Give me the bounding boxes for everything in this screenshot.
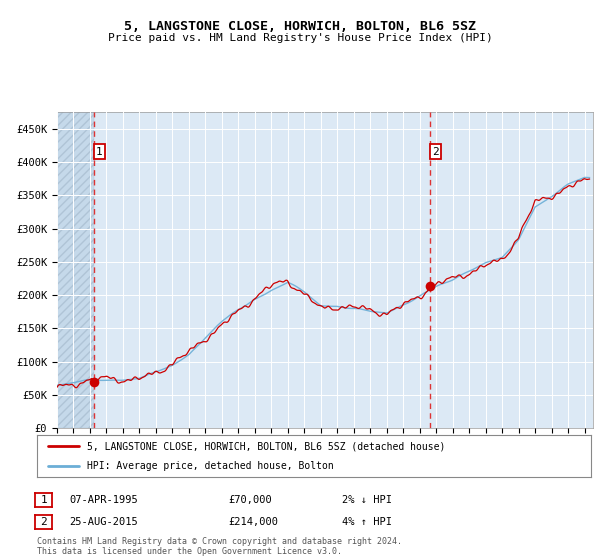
Text: HPI: Average price, detached house, Bolton: HPI: Average price, detached house, Bolt… bbox=[87, 461, 334, 471]
Text: Contains HM Land Registry data © Crown copyright and database right 2024.: Contains HM Land Registry data © Crown c… bbox=[37, 537, 402, 546]
Text: 4% ↑ HPI: 4% ↑ HPI bbox=[342, 517, 392, 527]
Bar bbox=[57, 112, 94, 428]
Text: This data is licensed under the Open Government Licence v3.0.: This data is licensed under the Open Gov… bbox=[37, 547, 342, 556]
Text: Price paid vs. HM Land Registry's House Price Index (HPI): Price paid vs. HM Land Registry's House … bbox=[107, 33, 493, 43]
Text: 5, LANGSTONE CLOSE, HORWICH, BOLTON, BL6 5SZ (detached house): 5, LANGSTONE CLOSE, HORWICH, BOLTON, BL6… bbox=[87, 441, 445, 451]
Text: 2% ↓ HPI: 2% ↓ HPI bbox=[342, 495, 392, 505]
Text: 5, LANGSTONE CLOSE, HORWICH, BOLTON, BL6 5SZ: 5, LANGSTONE CLOSE, HORWICH, BOLTON, BL6… bbox=[124, 20, 476, 34]
Text: 2: 2 bbox=[40, 517, 47, 527]
Text: 07-APR-1995: 07-APR-1995 bbox=[69, 495, 138, 505]
Text: £214,000: £214,000 bbox=[228, 517, 278, 527]
Text: 2: 2 bbox=[432, 147, 439, 157]
Text: £70,000: £70,000 bbox=[228, 495, 272, 505]
Text: 1: 1 bbox=[96, 147, 103, 157]
Text: 1: 1 bbox=[40, 495, 47, 505]
Text: 25-AUG-2015: 25-AUG-2015 bbox=[69, 517, 138, 527]
